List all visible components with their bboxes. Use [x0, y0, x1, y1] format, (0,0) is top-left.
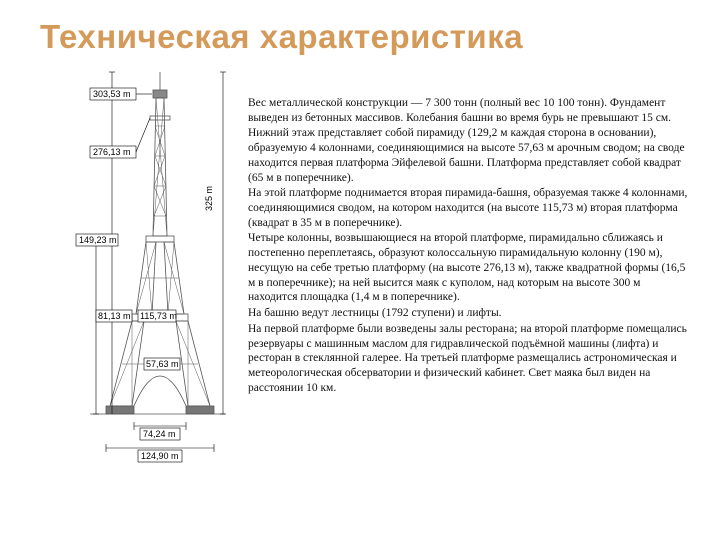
label-total: 325 m	[204, 186, 214, 211]
slide: Техническая характеристика	[0, 0, 720, 540]
content-row: 303,53 m 325 m 276,13 m 149,23 m 81,13 m…	[40, 66, 690, 506]
page-title: Техническая характеристика	[40, 18, 690, 56]
paragraph: На башню ведут лестницы (1792 ступени) и…	[248, 306, 690, 321]
label-first: 57,63 m	[146, 359, 179, 369]
label-first-bracket: 81,13 m	[98, 311, 131, 321]
label-base-inner: 74,24 m	[143, 429, 176, 439]
paragraph: На первой платформе были возведены залы …	[248, 322, 690, 396]
paragraph: На этой платформе поднимается вторая пир…	[248, 186, 690, 230]
paragraph: Вес металлической конструкции — 7 300 то…	[248, 96, 690, 125]
paragraph: Нижний этаж представляет собой пирамиду …	[248, 126, 690, 185]
eiffel-svg: 303,53 m 325 m 276,13 m 149,23 m 81,13 m…	[40, 66, 230, 466]
body-text: Вес металлической конструкции — 7 300 то…	[248, 66, 690, 506]
label-top: 303,53 m	[93, 89, 131, 99]
label-third: 276,13 m	[93, 147, 131, 157]
label-second: 115,73 m	[140, 311, 177, 321]
eiffel-diagram: 303,53 m 325 m 276,13 m 149,23 m 81,13 m…	[40, 66, 230, 506]
label-mid: 149,23 m	[79, 235, 117, 245]
paragraph: Четыре колонны, возвышающиеся на второй …	[248, 231, 690, 305]
label-base-outer: 124,90 m	[141, 451, 179, 461]
